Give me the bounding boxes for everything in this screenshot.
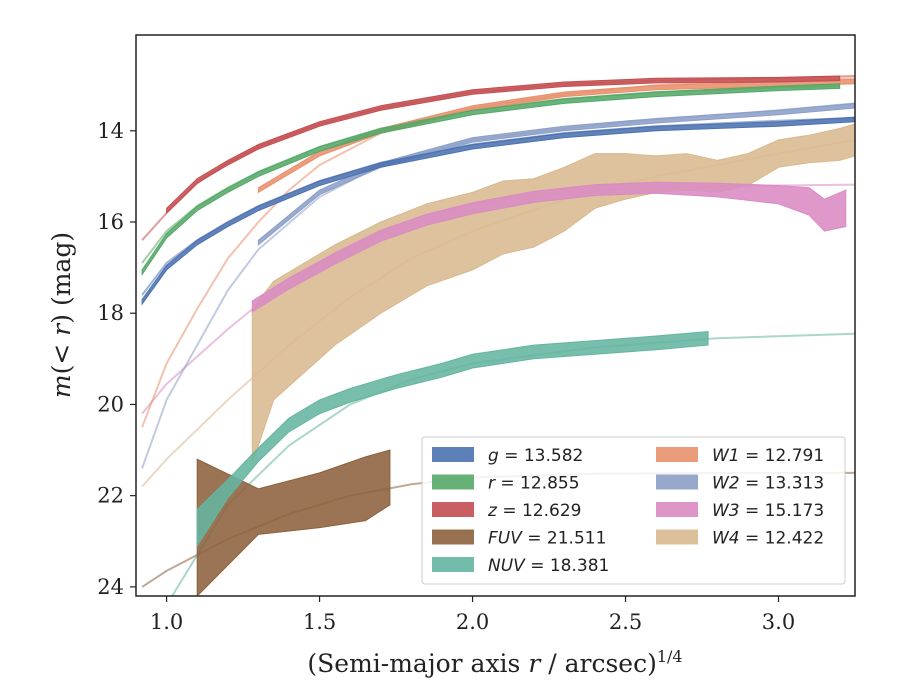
x-tick-label: 2.5: [609, 610, 642, 634]
x-tick-label: 3.0: [762, 610, 795, 634]
y-tick-label: 22: [97, 484, 124, 508]
legend-label-g: g = 13.582: [488, 446, 583, 466]
legend-label-w3: W3 = 15.173: [712, 501, 824, 521]
y-tick-label: 24: [97, 575, 124, 599]
data-band-fuv: [196, 449, 391, 596]
legend-label-fuv: FUV = 21.511: [488, 529, 606, 549]
legend-swatch-w1: [656, 447, 698, 462]
legend-swatch-nuv: [432, 557, 474, 572]
legend-label-z: z = 12.629: [487, 501, 581, 521]
data-band-g: [141, 116, 855, 306]
x-tick-label: 1.5: [303, 610, 336, 634]
legend-label-r: r = 12.855: [488, 474, 580, 494]
data-band-w2: [257, 102, 855, 246]
x-tick-label: 1.0: [150, 610, 183, 634]
data-band-w1: [257, 78, 855, 194]
x-tick-label: 2.0: [456, 610, 489, 634]
data-band-w3: [251, 181, 847, 313]
legend-swatch-w3: [656, 502, 698, 517]
legend-box: [421, 436, 846, 585]
data-band-nuv: [196, 330, 709, 548]
x-axis-label: (Semi-major axis r / arcsec)1/4: [307, 647, 682, 678]
legend-label-nuv: NUV = 18.381: [488, 556, 609, 576]
legend-swatch-z: [432, 502, 474, 517]
legend-label-w2: W2 = 13.313: [712, 474, 824, 494]
y-tick-label: 18: [97, 301, 124, 325]
legend-label-w1: W1 = 12.791: [712, 446, 824, 466]
legend-swatch-fuv: [432, 529, 474, 545]
legend-swatch-w2: [656, 474, 698, 490]
legend: g = 13.582 r = 12.855 z = 12.629 FUV = 21.5…: [421, 436, 846, 585]
legend-label-w4: W4 = 12.422: [712, 529, 824, 549]
data-band-r: [141, 83, 841, 277]
plot-frame: [135, 34, 856, 597]
data-band-z: [166, 75, 841, 215]
y-tick-label: 20: [97, 392, 124, 416]
axes: 1.0 1.5 2.0 2.5 3.0 14 16 18 20 22 24: [97, 119, 795, 634]
plot-area: [141, 75, 855, 596]
y-tick-label: 14: [97, 119, 124, 143]
legend-swatch-r: [432, 474, 474, 490]
y-axis-label: m(< r) (mag): [47, 232, 76, 398]
legend-swatch-g: [432, 447, 474, 462]
legend-swatch-w4: [656, 529, 698, 545]
y-tick-label: 16: [97, 210, 124, 234]
